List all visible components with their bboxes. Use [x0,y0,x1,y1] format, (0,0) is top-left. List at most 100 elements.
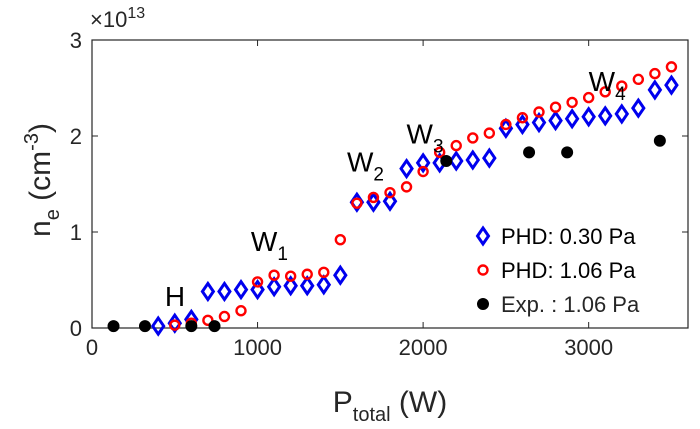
y-axis-label-unit-close: ) [24,123,57,133]
data-point [150,315,166,337]
region-label: W4 [589,66,626,105]
data-point [599,86,611,98]
y-axis-label-unit-open: (cm [24,151,57,209]
region-label-main: H [165,281,185,312]
y-tick-label: 0 [70,316,82,341]
x-axis-label-main: P [333,386,353,419]
data-point [318,266,330,279]
legend-marker [475,225,491,247]
region-label: H [165,281,185,312]
region-label-sub: 4 [615,84,626,105]
data-marks [107,61,679,337]
y-tick-label: 2 [70,124,82,149]
series-3 [107,134,666,333]
data-point [284,270,297,282]
data-point [250,278,265,301]
data-point [399,157,414,180]
data-point [448,150,464,172]
axis-ticks: 0 1000 2000 3000 0 1 2 3 [70,28,688,360]
data-point [597,105,613,127]
data-point [200,280,216,303]
region-label-main: W [407,119,434,150]
data-point [138,320,151,333]
data-point [482,147,497,169]
y-multiplier-exponent: 13 [127,5,145,22]
data-point [202,314,214,327]
legend: PHD: 0.30 Pa PHD: 1.06 Pa Exp. : 1.06 Pa [475,224,640,317]
data-point [581,106,596,128]
data-point [333,264,348,286]
data-point [632,73,645,86]
data-point [367,191,380,204]
data-point [384,186,396,199]
data-point [440,154,453,167]
data-point [283,275,298,297]
data-point [351,197,363,209]
y-axis-multiplier: ×1013 [90,5,145,32]
data-point [516,112,529,124]
region-label: W1 [251,226,288,265]
x-tick-label: 1000 [233,335,282,360]
data-point [299,275,315,297]
x-axis-label-unit: (W) [391,386,448,419]
data-point [533,106,545,118]
region-label-sub: 2 [373,165,384,186]
data-point [167,312,183,334]
data-point [523,146,536,159]
data-point [649,67,661,80]
y-tick-label: 3 [70,28,82,53]
y-tick-label: 1 [70,220,82,245]
data-point [316,274,332,296]
data-point [664,74,679,96]
x-axis-label: Ptotal (W) [333,386,447,426]
data-point [465,149,481,171]
data-point [653,134,666,147]
legend-label: Exp. : 1.06 Pa [501,292,640,317]
data-point [500,118,512,131]
data-point [548,109,563,132]
region-label-main: W [251,226,278,257]
data-point [235,305,247,317]
data-point [582,91,595,104]
data-point [217,280,232,303]
data-point [564,108,580,130]
data-point [450,139,462,152]
data-point [251,276,264,288]
data-point [566,96,578,109]
data-point [218,310,231,323]
x-tick-label: 2000 [399,335,448,360]
legend-marker [477,264,489,276]
data-point [665,61,678,73]
data-point [268,269,280,281]
legend-marker [477,298,489,310]
data-point [483,127,496,139]
region-label-main: W [589,66,616,97]
data-point [382,190,398,212]
x-axis-label-sub: total [353,404,391,426]
data-point [169,319,181,331]
data-point [549,101,562,113]
data-point [467,132,479,144]
region-label-main: W [347,147,374,178]
y-multiplier-prefix: ×10 [90,7,127,32]
y-axis-label-sub: e [42,209,64,220]
data-point [631,97,646,119]
y-axis-label-unit-sup: -3 [21,133,43,151]
data-point [266,276,282,298]
legend-label: PHD: 1.06 Pa [501,258,636,283]
data-point [616,80,628,92]
data-point [614,103,630,125]
region-label: W3 [407,119,444,158]
data-point [334,233,347,246]
data-point [208,320,221,333]
data-point [561,146,574,159]
x-tick-label: 3000 [564,335,613,360]
axes-box [91,39,689,329]
legend-label: PHD: 0.30 Pa [501,224,636,249]
y-axis-label-main: n [24,220,57,237]
data-point [647,79,663,101]
x-tick-label: 0 [86,335,98,360]
region-label-sub: 3 [433,137,444,158]
data-point [107,320,120,333]
